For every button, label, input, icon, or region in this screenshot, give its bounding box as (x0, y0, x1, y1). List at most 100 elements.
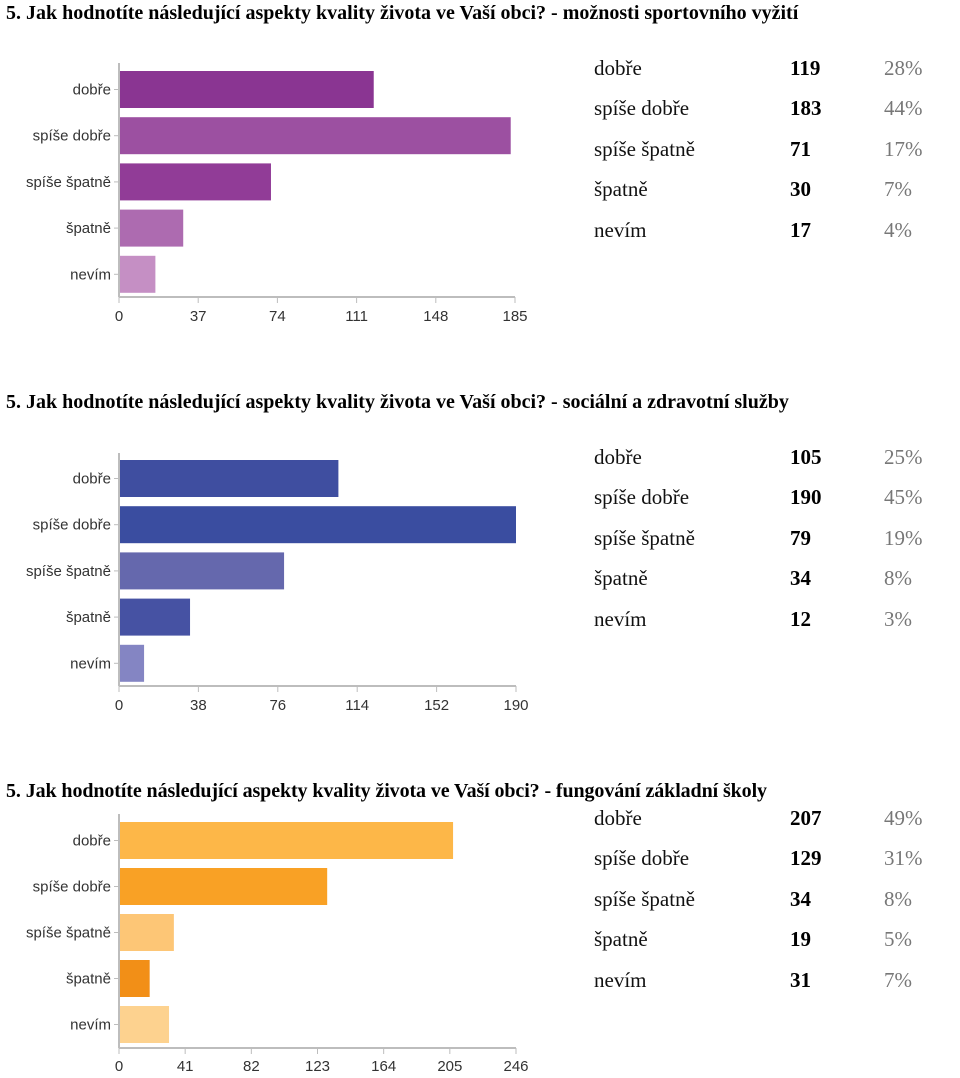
answer-percent: 31% (884, 846, 923, 871)
category-label: spíše špatně (26, 563, 111, 580)
answer-percent: 7% (884, 177, 912, 202)
answer-label: dobře (594, 805, 642, 830)
bar (119, 552, 285, 590)
bar (119, 163, 271, 201)
x-tick-label: 76 (269, 697, 286, 714)
result-row: dobře 207 49% (594, 798, 923, 839)
answer-count: 34 (790, 566, 811, 591)
answer-count: 119 (790, 55, 821, 80)
answer-count: 31 (790, 967, 811, 992)
chart-title: 5. Jak hodnotíte následující aspekty kva… (6, 2, 799, 24)
answer-label: špatně (594, 927, 648, 952)
result-row: špatně 19 5% (594, 920, 923, 961)
result-row: nevím 12 3% (594, 599, 923, 640)
answer-count: 30 (790, 177, 811, 202)
category-label: spíše dobře (33, 879, 111, 896)
category-label: dobře (73, 82, 111, 99)
answer-percent: 28% (884, 55, 923, 80)
answer-label: nevím (594, 606, 647, 631)
answer-label: nevím (594, 967, 647, 992)
bar (119, 960, 150, 997)
answer-count: 19 (790, 927, 811, 952)
x-tick-label: 0 (115, 697, 123, 714)
category-label: špatně (66, 220, 111, 237)
bar (119, 822, 454, 859)
answer-label: nevím (594, 217, 647, 242)
x-tick-label: 148 (423, 308, 448, 325)
answer-label: spíše dobře (594, 485, 690, 510)
result-row: nevím 31 7% (594, 960, 923, 1001)
bar (119, 598, 191, 636)
chart-title: 5. Jak hodnotíte následující aspekty kva… (6, 780, 767, 802)
bar (119, 255, 156, 293)
x-tick-label: 37 (190, 308, 207, 325)
answer-percent: 8% (884, 886, 912, 911)
bar (119, 644, 145, 682)
x-tick-label: 74 (269, 308, 286, 325)
bar (119, 914, 174, 951)
x-tick-label: 164 (371, 1058, 396, 1075)
answer-count: 105 (790, 444, 822, 469)
x-tick-label: 38 (190, 697, 207, 714)
result-row: špatně 30 7% (594, 170, 923, 211)
result-row: spíše dobře 183 44% (594, 89, 923, 130)
result-row: dobře 105 25% (594, 437, 923, 478)
category-label: spíše dobře (33, 128, 111, 145)
result-row: spíše špatně 34 8% (594, 879, 923, 920)
answer-count: 17 (790, 217, 811, 242)
answer-count: 34 (790, 886, 811, 911)
x-tick-label: 123 (305, 1058, 330, 1075)
result-row: spíše dobře 129 31% (594, 839, 923, 880)
bar-chart: dobře spíše dobře spíše špatně špatně nevím 0… (26, 814, 529, 1075)
answer-count: 183 (790, 96, 822, 121)
x-tick-label: 246 (503, 1058, 528, 1075)
answer-percent: 5% (884, 927, 912, 952)
category-label: dobře (73, 833, 111, 850)
bar (119, 71, 374, 108)
answer-count: 207 (790, 805, 822, 830)
category-label: dobře (73, 471, 111, 488)
answer-percent: 7% (884, 967, 912, 992)
chart-title: 5. Jak hodnotíte následující aspekty kva… (6, 391, 789, 413)
bar (119, 868, 328, 905)
result-row: špatně 34 8% (594, 559, 923, 600)
category-label: špatně (66, 971, 111, 988)
category-label: nevím (70, 266, 111, 283)
answer-label: špatně (594, 566, 648, 591)
answer-count: 71 (790, 136, 811, 161)
x-tick-label: 185 (502, 308, 527, 325)
answer-percent: 45% (884, 485, 923, 510)
results-table: dobře 105 25% spíše dobře 190 45% spíše špatně… (594, 437, 923, 640)
bar (119, 460, 339, 497)
answer-label: spíše dobře (594, 96, 690, 121)
bar-chart: dobře spíše dobře spíše špatně špatně nevím 0… (26, 453, 529, 714)
answer-count: 79 (790, 525, 811, 550)
answer-percent: 44% (884, 96, 923, 121)
category-label: nevím (70, 655, 111, 672)
answer-percent: 17% (884, 136, 923, 161)
x-tick-label: 82 (243, 1058, 260, 1075)
answer-percent: 25% (884, 444, 923, 469)
answer-label: špatně (594, 177, 648, 202)
x-tick-label: 114 (345, 697, 369, 714)
answer-label: dobře (594, 55, 642, 80)
category-label: nevím (70, 1017, 111, 1034)
bar-chart: dobře spíše dobře spíše špatně špatně nevím 0… (26, 63, 528, 325)
answer-percent: 8% (884, 566, 912, 591)
answer-count: 129 (790, 846, 822, 871)
answer-label: dobře (594, 444, 642, 469)
bar (119, 117, 511, 155)
bar (119, 209, 184, 247)
x-tick-label: 0 (115, 308, 123, 325)
category-label: špatně (66, 609, 111, 626)
answer-count: 190 (790, 485, 822, 510)
answer-label: spíše dobře (594, 846, 690, 871)
answer-percent: 4% (884, 217, 912, 242)
x-tick-label: 205 (437, 1058, 462, 1075)
bar (119, 506, 516, 544)
x-tick-label: 190 (503, 697, 528, 714)
answer-label: spíše špatně (594, 136, 695, 161)
answer-count: 12 (790, 606, 811, 631)
category-label: spíše dobře (33, 517, 111, 534)
results-table: dobře 207 49% spíše dobře 129 31% spíše špatně… (594, 798, 923, 1001)
